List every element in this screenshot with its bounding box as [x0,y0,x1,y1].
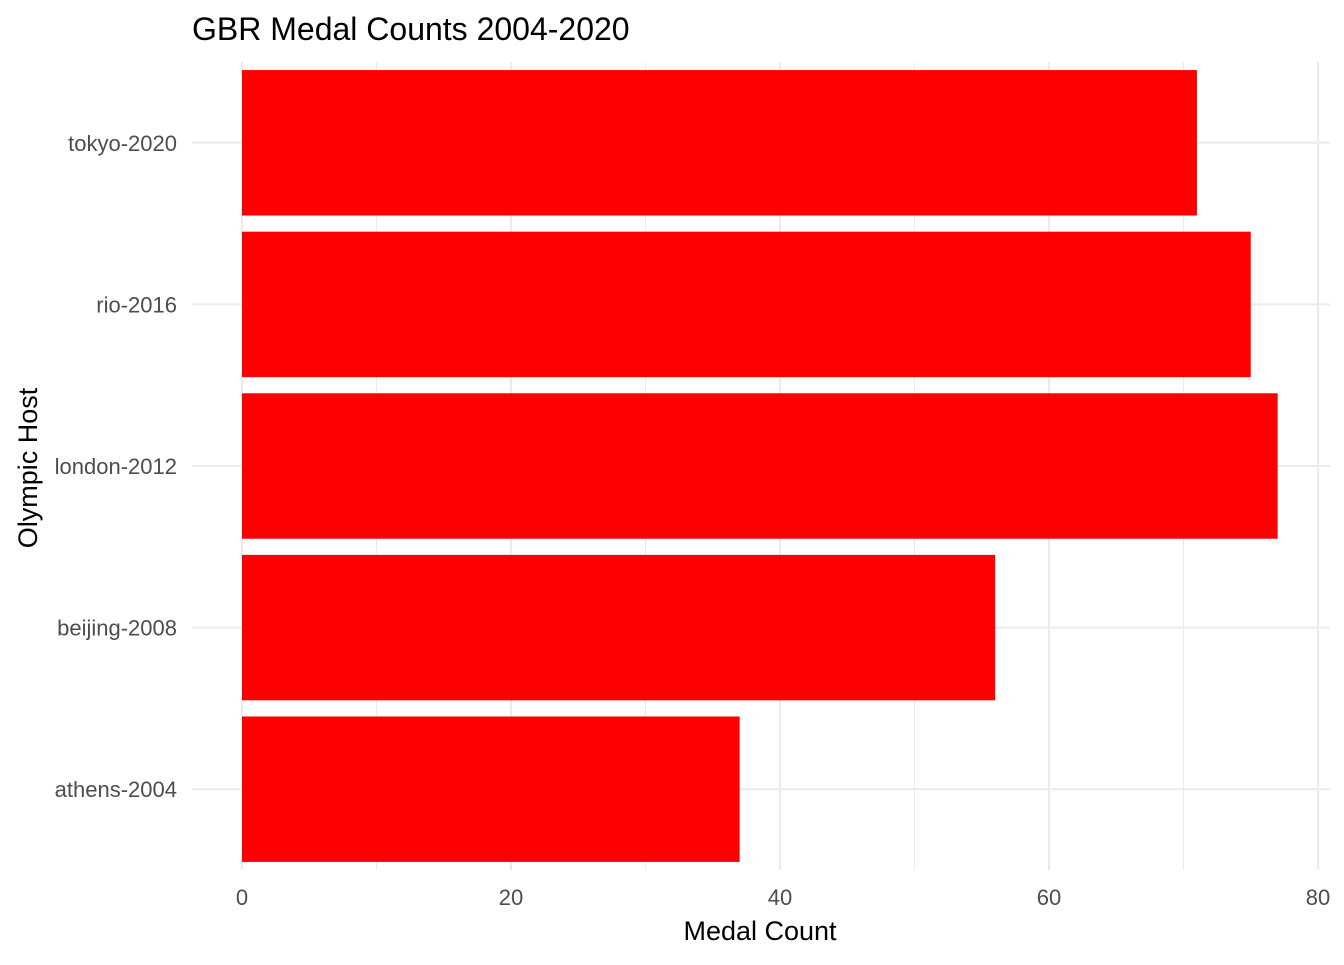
y-tick-label: athens-2004 [55,777,177,802]
bar-beijing-2008 [242,554,996,701]
x-tick-labels: 0 20 40 60 80 [236,885,1330,910]
x-tick-label: 40 [768,885,792,910]
bar-london-2012 [242,393,1278,539]
chart-title: GBR Medal Counts 2004-2020 [192,11,630,47]
y-tick-labels: athens-2004 beijing-2008 london-2012 rio-20… [55,131,177,802]
y-tick-label: rio-2016 [96,292,177,317]
x-axis-label: Medal Count [683,916,837,946]
x-tick-label: 0 [236,885,248,910]
y-tick-label: london-2012 [55,454,177,479]
bar-tokyo-2020 [242,70,1197,216]
x-tick-label: 80 [1306,885,1330,910]
x-tick-label: 60 [1037,885,1061,910]
x-tick-label: 20 [499,885,523,910]
bar-rio-2016 [242,231,1251,378]
bar-athens-2004 [242,716,740,862]
y-axis-label: Olympic Host [13,387,43,548]
y-tick-label: tokyo-2020 [68,131,177,156]
y-tick-label: beijing-2008 [57,616,177,641]
bars [242,70,1278,862]
